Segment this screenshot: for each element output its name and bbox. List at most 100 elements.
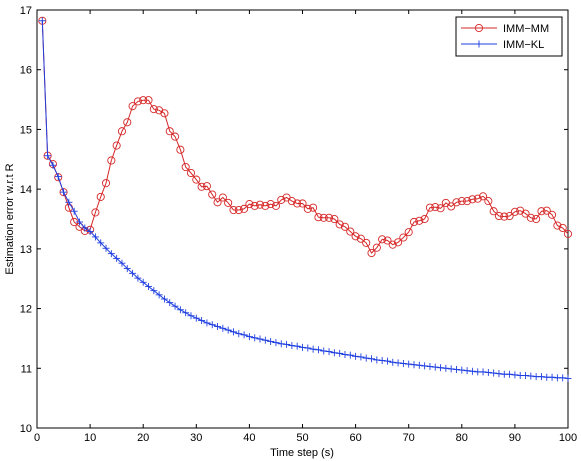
data-point [197,182,206,191]
legend-label: IMM−MM [503,23,549,35]
data-point [314,346,322,354]
data-point [149,105,158,114]
data-point [304,344,312,352]
data-point [415,361,423,369]
data-point [484,197,493,206]
data-point [117,127,127,136]
data-point [340,222,350,231]
data-point [558,223,567,233]
data-point [559,374,567,382]
data-point [505,211,514,221]
x-tick-label: 80 [456,432,468,444]
data-point [324,213,334,222]
data-point [287,197,296,206]
data-point [521,209,530,218]
x-tick-label: 60 [349,432,361,444]
data-point [38,17,46,25]
x-tick-label: 100 [559,432,577,444]
data-point [299,343,306,351]
data-point [166,299,174,307]
legend: IMM−MM IMM−KL [455,16,563,57]
data-point [112,141,121,150]
x-tick-label: 50 [296,432,308,444]
x-tick-label: 30 [190,432,202,444]
x-tick-label: 10 [84,432,96,444]
data-point [256,335,264,343]
data-point [415,216,424,225]
data-point [394,359,402,367]
data-point [426,362,434,370]
data-point [303,204,312,213]
data-point [186,168,196,178]
data-point [123,118,132,127]
data-point [234,205,243,215]
data-point [378,235,387,244]
data-point [373,356,381,364]
data-point [59,188,68,197]
data-point [272,339,280,347]
data-point [113,254,121,262]
data-point [145,282,153,290]
data-point [532,214,541,224]
data-point [44,152,52,160]
data-point [139,278,147,286]
data-point [102,244,110,252]
data-point [457,197,466,206]
data-point [463,197,472,206]
data-point [356,234,365,243]
data-point [208,321,216,329]
data-point [219,324,227,332]
legend-marker [475,40,483,48]
data-point [107,250,115,258]
data-point [91,208,100,217]
data-point [203,319,211,327]
data-point [165,127,174,136]
data-point [526,213,535,222]
data-point [155,291,163,299]
data-point [506,370,514,378]
y-tick-label: 17 [20,5,32,17]
data-point [372,243,381,252]
data-point [484,368,492,376]
data-point [261,201,270,210]
data-point [176,145,185,154]
data-point [245,200,254,209]
legend-entry: IMM−KL [461,39,544,51]
data-point [266,200,275,209]
series-2 [38,17,572,382]
data-point [378,357,386,365]
legend-marker [474,23,484,33]
data-point [468,367,476,375]
data-point [447,202,456,211]
data-point [224,198,233,207]
data-point [553,221,562,230]
data-point [452,365,460,373]
data-point [368,355,376,363]
data-point [500,212,509,221]
data-point [537,373,545,381]
data-point [251,334,259,342]
data-point [123,265,131,273]
data-point [494,211,504,221]
data-point [383,236,392,245]
data-point [128,102,137,111]
y-tick-label: 15 [20,124,32,136]
data-point [171,132,180,141]
x-tick-label: 40 [243,432,255,444]
data-point [442,364,450,372]
data-point [144,96,153,105]
data-point [495,370,503,378]
data-point [261,336,269,344]
data-point [60,188,68,196]
x-tick-label: 90 [509,432,521,444]
data-point [133,97,142,106]
data-point [341,351,349,359]
data-point [107,156,116,165]
data-point [490,369,498,377]
data-point [447,365,455,373]
data-point [96,192,105,201]
data-point [139,96,148,105]
data-point [224,326,232,334]
data-point [91,233,99,241]
